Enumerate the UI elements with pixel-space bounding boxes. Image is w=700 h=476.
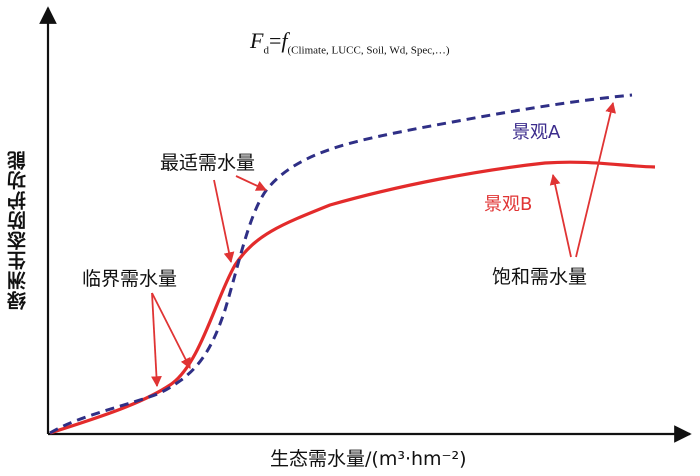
formula-d-subscript: d bbox=[263, 44, 269, 57]
landscape-b-curve bbox=[49, 160, 656, 435]
landscape-b-label: 景观B bbox=[484, 194, 533, 215]
optimal-water-demand-label: 最适需水量 bbox=[160, 152, 256, 174]
formula: Fd=f(Climate, LUCC, Soil, Wd, Spec,…) bbox=[250, 28, 450, 56]
critical-arrow-to-a bbox=[151, 292, 191, 369]
formula-function: f bbox=[281, 28, 288, 53]
optimal-arrow-to-b bbox=[213, 179, 235, 264]
saturation-arrow-to-a bbox=[575, 101, 616, 258]
y-axis-label: 绿洲生态防护功能 bbox=[7, 150, 29, 310]
landscape-a-curve bbox=[49, 93, 633, 435]
landscape-a-label: 景观A bbox=[512, 122, 561, 143]
saturation-arrow-to-b bbox=[549, 173, 572, 258]
x-axis-label: 生态需水量/(m³·hm⁻²) bbox=[270, 448, 467, 470]
saturation-water-demand-label: 饱和需水量 bbox=[492, 266, 588, 288]
critical-water-demand-label: 临界需水量 bbox=[82, 268, 178, 290]
critical-arrow-to-b bbox=[151, 292, 162, 388]
formula-args: (Climate, LUCC, Soil, Wd, Spec,…) bbox=[287, 44, 450, 57]
formula-f-symbol: F bbox=[250, 28, 264, 53]
formula-equals: = bbox=[268, 28, 282, 53]
optimal-arrow-to-a bbox=[235, 175, 267, 191]
